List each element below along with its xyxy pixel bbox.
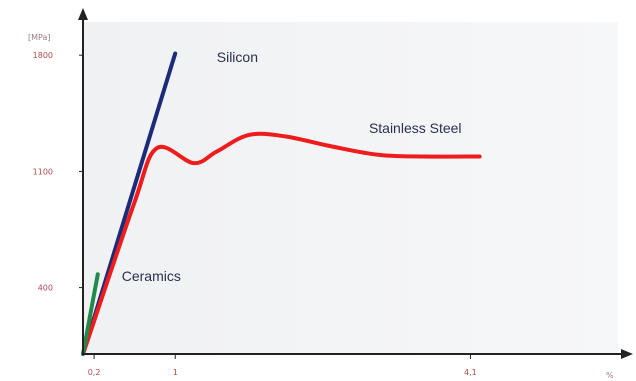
y-tick-label-1: 1100 — [33, 167, 53, 176]
x-tick-label-0: 0,2 — [88, 368, 101, 377]
series-label-ceramics: Ceramics — [122, 268, 181, 284]
series-label-silicon: Silicon — [217, 49, 258, 65]
series-layer — [81, 51, 482, 356]
series-line-stainless-steel — [81, 131, 482, 356]
x-tick-label-1: 1 — [173, 368, 178, 377]
plot-area-background — [83, 22, 618, 354]
labels-layer: Silicon Stainless Steel Ceramics — [122, 49, 462, 284]
x-axis-arrow-icon — [621, 349, 633, 359]
y-tick-label-0: 400 — [38, 284, 53, 293]
y-axis-arrow-icon — [78, 8, 88, 20]
x-tick-label-2: 4,1 — [464, 368, 477, 377]
y-axis-title: [MPa] — [28, 33, 51, 42]
axes-layer — [78, 8, 633, 359]
x-axis-title: % — [606, 371, 614, 380]
series-line-ceramics — [81, 272, 100, 356]
y-tick-label-2: 1800 — [33, 51, 53, 60]
ticks-layer: 400 1100 1800 0,2 1 4,1 — [33, 51, 477, 377]
series-label-stainless-steel: Stainless Steel — [369, 120, 462, 136]
